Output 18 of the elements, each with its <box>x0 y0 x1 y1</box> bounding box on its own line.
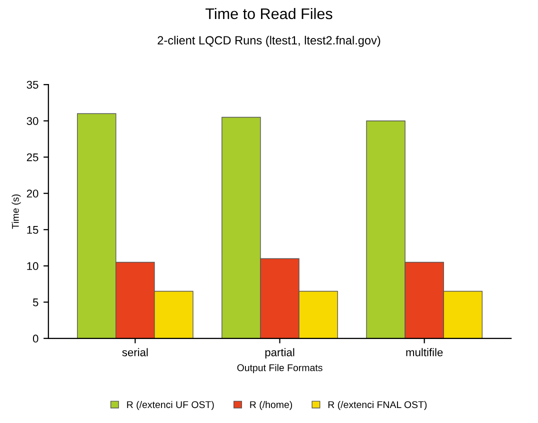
chart-title: Time to Read Files <box>206 8 332 20</box>
legend-label: R (/home) <box>250 400 292 410</box>
legend-label: R (/extenci UF OST) <box>127 400 214 410</box>
y-tick-label: 25 <box>26 153 38 162</box>
y-tick-label: 20 <box>26 190 38 198</box>
x-tick-label: serial <box>122 348 148 356</box>
y-axis-title: Time (s) <box>12 194 21 229</box>
y-tick-label: 10 <box>27 262 38 270</box>
y-tick-label: 15 <box>27 226 38 234</box>
y-tick-label: 30 <box>26 117 38 125</box>
x-axis-title: Output File Formats <box>237 364 322 374</box>
x-tick-label: multifile <box>406 348 443 356</box>
y-tick-label: 5 <box>32 298 38 306</box>
x-tick-label: partial <box>265 348 294 358</box>
y-tick-label: 0 <box>32 334 38 343</box>
legend-label: R (/extenci FNAL OST) <box>328 400 427 410</box>
chart-subtitle: 2-client LQCD Runs (ltest1, ltest2.fnal.gov) <box>158 36 380 47</box>
y-tick-label: 35 <box>26 80 38 89</box>
